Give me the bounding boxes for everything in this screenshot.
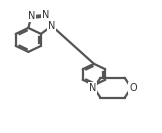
Text: N: N: [42, 10, 50, 20]
Text: N: N: [48, 21, 56, 31]
Text: N: N: [28, 11, 35, 21]
Text: O: O: [129, 83, 137, 93]
Text: N: N: [89, 83, 96, 93]
